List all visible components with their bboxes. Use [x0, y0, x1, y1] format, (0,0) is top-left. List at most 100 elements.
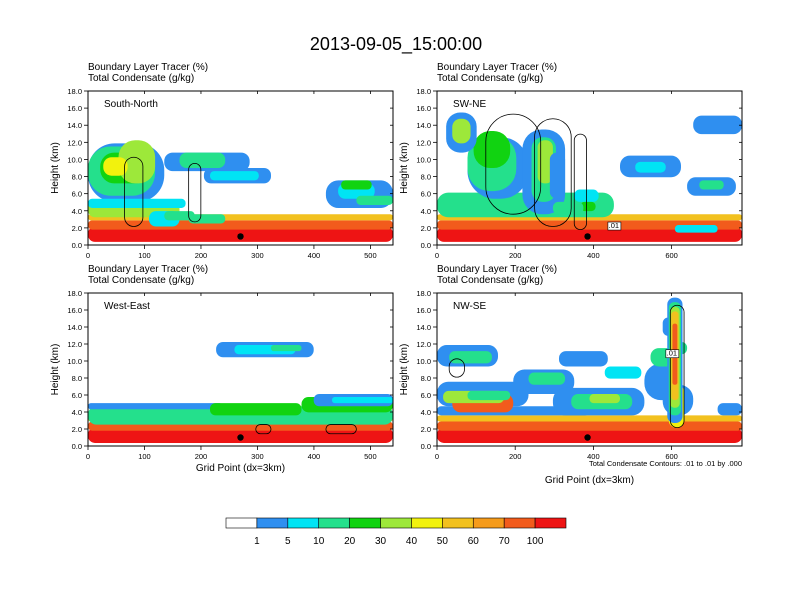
- colorbar-swatch: [287, 517, 320, 529]
- tracer-region: [210, 171, 259, 181]
- contour-label: .01: [667, 349, 677, 358]
- tracer-region: [717, 403, 742, 416]
- tracer-region: [452, 118, 471, 144]
- y-tick-label: 8.0: [72, 173, 82, 182]
- y-tick-label: 2.0: [421, 224, 431, 233]
- colorbar-label: 50: [437, 536, 449, 547]
- tracer-region: [179, 152, 226, 168]
- tracer-region: [118, 140, 156, 184]
- y-tick-label: 8.0: [421, 374, 431, 383]
- panel-subtitle-2: Total Condensate (g/kg): [88, 73, 194, 84]
- direction-label: SW-NE: [453, 99, 486, 110]
- x-tick-label: 0: [435, 251, 439, 260]
- y-tick-label: 6.0: [421, 190, 431, 199]
- x-tick-label: 400: [308, 251, 321, 260]
- colorbar-label: 70: [499, 536, 511, 547]
- tracer-region: [341, 180, 372, 190]
- y-tick-label: 10.0: [67, 155, 82, 164]
- condensate-contour: [325, 424, 357, 435]
- tracer-region: [528, 372, 566, 385]
- condensate-contour: [188, 162, 202, 223]
- colorbar-label: 40: [406, 536, 418, 547]
- colorbar-swatch: [349, 517, 381, 529]
- y-tick-label: 4.0: [421, 408, 431, 417]
- tracer-region: [674, 224, 718, 233]
- condensate-contour: [124, 156, 144, 227]
- y-tick-label: 14.0: [67, 121, 82, 130]
- contour-label-box: [665, 349, 680, 359]
- x-tick-label: 500: [364, 251, 377, 260]
- y-tick-label: 16.0: [67, 306, 82, 315]
- colorbar-swatch: [534, 517, 567, 529]
- y-tick-label: 18.0: [67, 87, 82, 96]
- direction-label: South-North: [104, 99, 158, 110]
- panel-sw-ne: Boundary Layer Tracer (%)Total Condensat…: [399, 62, 743, 260]
- x-tick-label: 0: [435, 452, 439, 461]
- tracer-region: [635, 161, 666, 173]
- x-tick-label: 400: [587, 251, 600, 260]
- tracer-region: [164, 211, 195, 221]
- condensate-contour: [485, 113, 542, 215]
- x-tick-label: 500: [364, 452, 377, 461]
- y-tick-label: 14.0: [416, 323, 431, 332]
- colorbar-swatch: [318, 517, 350, 529]
- figure-title: 2013-09-05_15:00:00: [310, 34, 482, 55]
- condensate-field: [88, 91, 393, 245]
- panel-south-north: Boundary Layer Tracer (%)Total Condensat…: [50, 62, 394, 260]
- y-tick-label: 14.0: [67, 323, 82, 332]
- y-tick-label: 0.0: [421, 241, 431, 250]
- tracer-region: [103, 157, 128, 176]
- location-marker: [584, 434, 591, 441]
- y-tick-label: 12.0: [416, 138, 431, 147]
- panel-frame: [87, 90, 394, 246]
- panel-subtitle-2: Total Condensate (g/kg): [437, 73, 543, 84]
- panel-subtitle-2: Total Condensate (g/kg): [437, 275, 543, 286]
- tracer-region: [437, 421, 742, 431]
- x-tick-label: 300: [251, 452, 264, 461]
- y-tick-label: 16.0: [67, 104, 82, 113]
- panel-subtitle-1: Boundary Layer Tracer (%): [437, 62, 557, 73]
- colorbar-swatch: [380, 517, 412, 529]
- condensate-contour: [448, 358, 465, 378]
- panel-west-east: Boundary Layer Tracer (%)Total Condensat…: [50, 264, 394, 474]
- x-tick-label: 0: [86, 251, 90, 260]
- y-tick-label: 12.0: [67, 138, 82, 147]
- y-tick-label: 6.0: [72, 190, 82, 199]
- y-tick-label: 10.0: [416, 155, 431, 164]
- x-tick-label: 200: [195, 251, 208, 260]
- colorbar-swatch: [472, 517, 505, 529]
- condensate-field: .01: [437, 91, 742, 245]
- colorbar-label: 20: [344, 536, 356, 547]
- condensate-contour: [669, 304, 685, 429]
- panels: Boundary Layer Tracer (%)Total Condensat…: [50, 62, 743, 486]
- panel-nw-se: Boundary Layer Tracer (%)Total Condensat…: [399, 264, 743, 486]
- panel-subtitle-2: Total Condensate (g/kg): [88, 275, 194, 286]
- colorbar-swatch: [225, 517, 258, 529]
- panel-subtitle-1: Boundary Layer Tracer (%): [88, 62, 208, 73]
- y-tick-label: 18.0: [67, 289, 82, 298]
- y-tick-label: 4.0: [72, 408, 82, 417]
- tracer-region: [449, 351, 492, 364]
- y-tick-label: 16.0: [416, 104, 431, 113]
- colorbar: 1 5 10 20 30 40 50 60 70 100: [225, 517, 567, 547]
- tracer-region: [559, 351, 608, 367]
- tracer-region: [88, 198, 186, 209]
- x-axis-label: Grid Point (dx=3km): [545, 475, 634, 486]
- tracer-region: [589, 393, 620, 404]
- y-tick-label: 16.0: [416, 306, 431, 315]
- y-tick-label: 4.0: [72, 207, 82, 216]
- y-tick-label: 6.0: [421, 391, 431, 400]
- y-tick-label: 2.0: [72, 425, 82, 434]
- panel-subtitle-1: Boundary Layer Tracer (%): [437, 264, 557, 275]
- colorbar-swatch: [256, 517, 289, 529]
- colorbar-label: 60: [468, 536, 480, 547]
- colorbar-label: 5: [285, 536, 291, 547]
- y-axis-label: Height (km): [50, 142, 61, 194]
- y-tick-label: 0.0: [72, 241, 82, 250]
- condensate-field: .01: [437, 293, 742, 446]
- x-tick-label: 100: [138, 452, 151, 461]
- tracer-region: [271, 345, 302, 352]
- colorbar-swatch: [442, 517, 474, 529]
- location-marker: [584, 233, 591, 240]
- colorbar-label: 30: [375, 536, 387, 547]
